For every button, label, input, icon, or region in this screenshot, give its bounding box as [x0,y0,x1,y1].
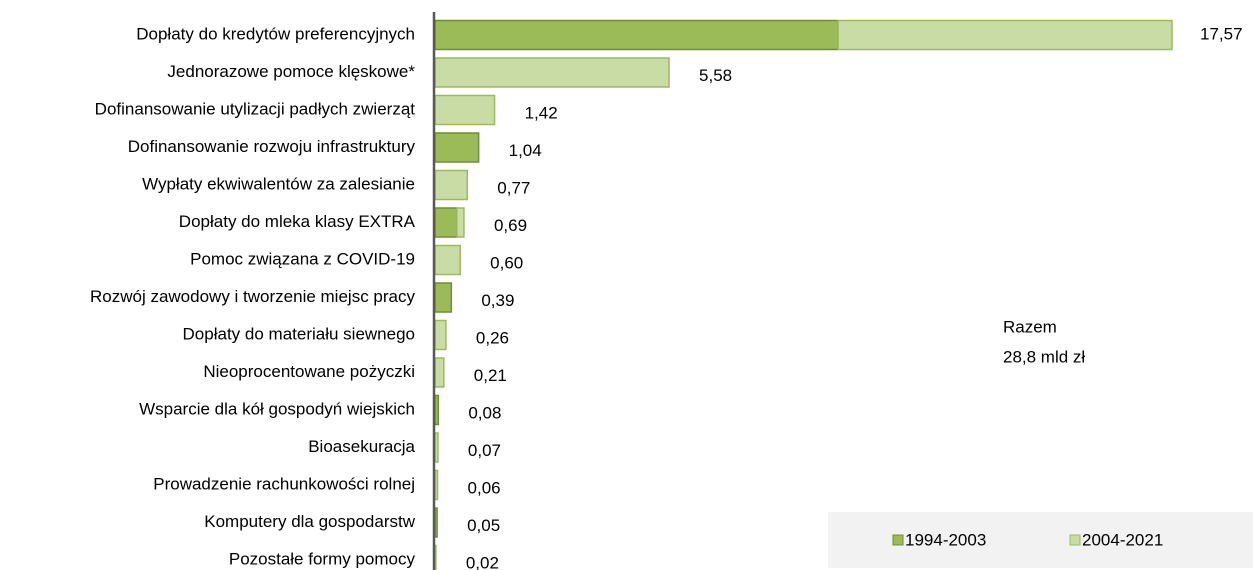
legend-swatch [1069,534,1081,546]
annotation: 28,8 mld zł [1003,347,1085,366]
y-tick-label: Dopłaty do kredytów preferencyjnych [136,24,415,43]
total-label: 17,57 [1200,24,1243,43]
bar-segment [434,507,438,538]
total-label: 0,69 [494,216,527,235]
y-tick-label: Wypłaty ekwiwalentów za zalesianie [142,174,415,193]
bar-segment [434,19,839,51]
bar-segment [434,132,480,163]
legend-label: 2004-2021 [1082,530,1163,549]
total-label: 0,06 [468,478,501,497]
total-label: 0,77 [497,178,530,197]
legend-label: 1994-2003 [905,530,986,549]
bar-segment [434,282,453,313]
total-label: 5,58 [699,66,732,85]
total-label: 0,60 [490,253,523,272]
y-tick-label: Dofinansowanie utylizacji padłych zwierz… [95,99,416,118]
bar-segment [434,244,461,276]
bar-segment [434,319,447,351]
bar-segment [837,19,1173,51]
total-label: 0,26 [476,328,509,347]
annotation: Razem [1003,317,1057,336]
total-label: 0,02 [466,553,499,570]
total-label: 0,07 [468,441,501,460]
bar-segment [434,469,439,501]
legend-box [828,512,1253,568]
bar-segment [434,394,440,426]
total-label: 1,04 [509,141,542,160]
bar-segment [434,207,458,238]
y-tick-label: Wsparcie dla kół gospodyń wiejskich [139,399,415,418]
y-tick-label: Komputery dla gospodarstw [204,512,415,531]
y-tick-label: Bioasekuracja [308,437,415,456]
total-label: 0,08 [468,403,501,422]
y-tick-label: Dopłaty do materiału siewnego [183,324,415,343]
y-tick-label: Dofinansowanie rozwoju infrastruktury [128,137,416,156]
total-label: 0,21 [474,366,507,385]
total-label: 0,39 [481,291,514,310]
bar-segment [434,357,445,388]
y-tick-label: Rozwój zawodowy i tworzenie miejsc pracy [90,287,416,306]
y-tick-label: Pozostałe formy pomocy [229,549,416,568]
legend-swatch [892,534,904,546]
total-label: 1,42 [525,103,558,122]
y-tick-label: Jednorazowe pomoce klęskowe* [167,62,415,81]
y-tick-label: Dopłaty do mleka klasy EXTRA [179,212,416,231]
bar-segment [434,94,496,126]
bar-segment [434,57,670,88]
total-label: 0,05 [467,516,500,535]
bar-segment [434,432,439,463]
y-tick-label: Nieoprocentowane pożyczki [203,362,415,381]
bar-segment [456,207,465,238]
bar-segment [434,169,469,201]
y-tick-label: Prowadzenie rachunkowości rolnej [153,474,415,493]
y-tick-label: Pomoc związana z COVID-19 [190,249,415,268]
